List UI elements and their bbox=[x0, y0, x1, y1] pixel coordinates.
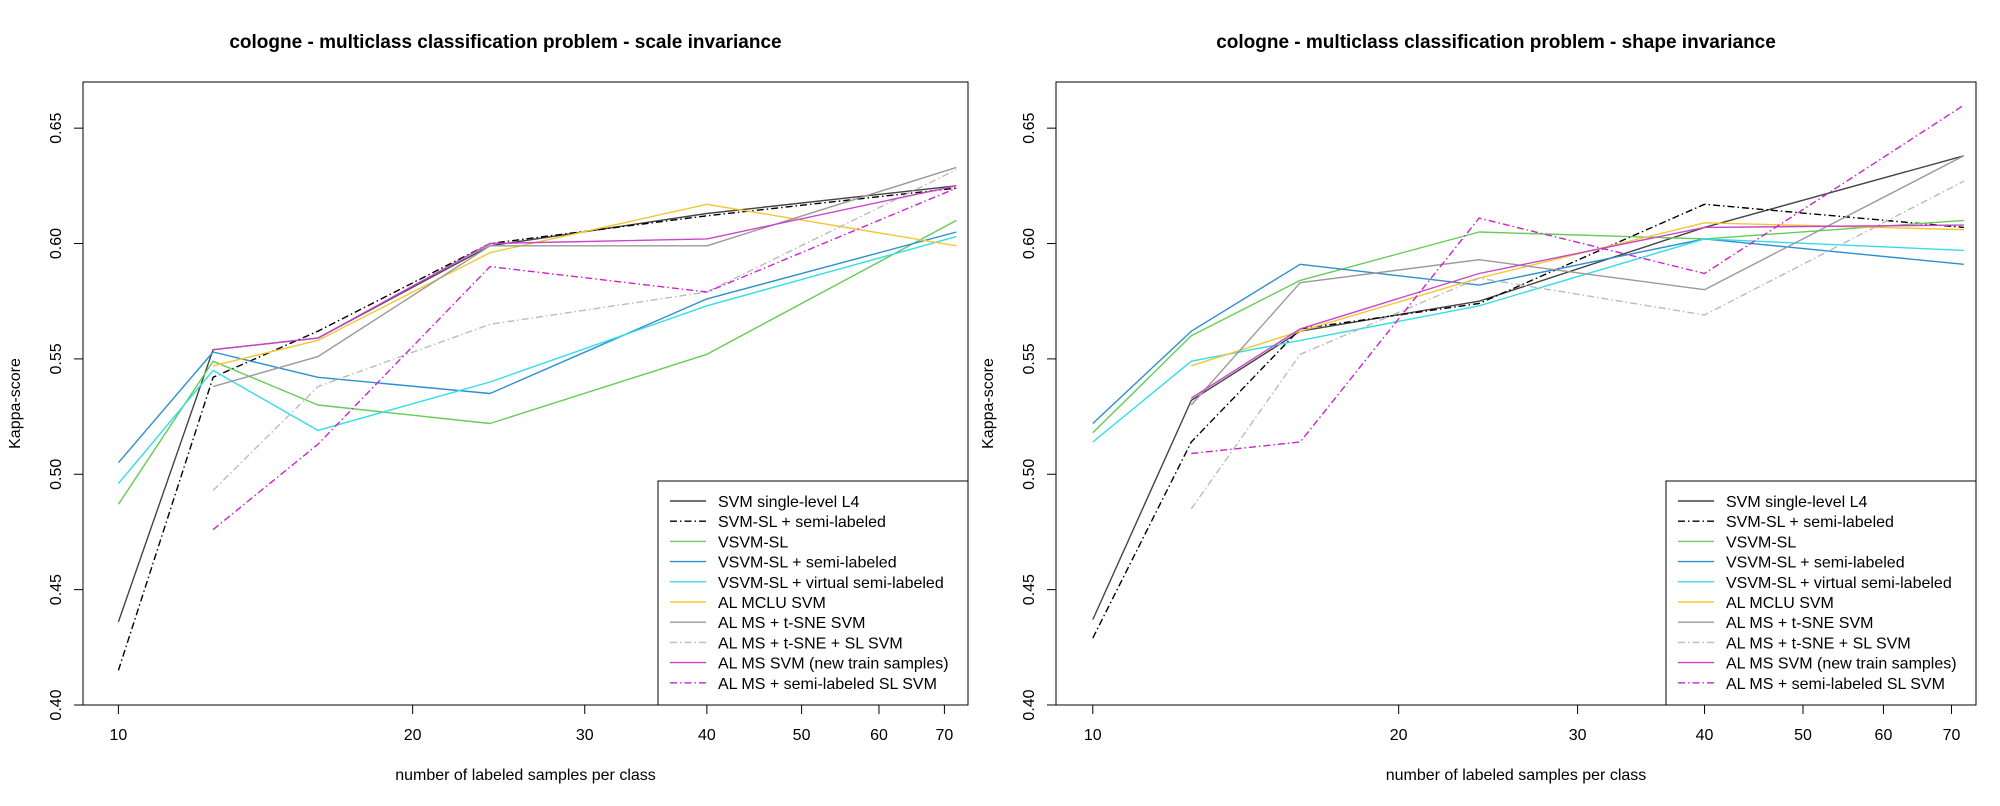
series-line-9 bbox=[1190, 224, 1964, 399]
legend-entry: VSVM-SL + virtual semi-labeled bbox=[718, 575, 944, 592]
series-line-7 bbox=[212, 166, 957, 388]
y-tick-label: 0.65 bbox=[48, 112, 65, 143]
series-group bbox=[1092, 104, 1965, 639]
legend-entry: AL MS SVM (new train samples) bbox=[1726, 656, 1957, 673]
y-tick-label: 0.55 bbox=[1021, 343, 1038, 374]
plot-frame bbox=[82, 81, 969, 706]
series-line-3 bbox=[117, 219, 957, 505]
legend: SVM single-level L4 SVM-SL + semi-labeled… bbox=[1665, 480, 1977, 706]
x-tick-label: 10 bbox=[1084, 727, 1102, 744]
legend-entry: VSVM-SL bbox=[718, 534, 788, 551]
x-tick-label: 60 bbox=[1875, 727, 1893, 744]
y-axis-label: Kappa-score bbox=[980, 358, 997, 449]
legend-entry: VSVM-SL bbox=[1726, 534, 1796, 551]
x-tick-label: 20 bbox=[1390, 727, 1408, 744]
series-line-5 bbox=[117, 235, 957, 484]
legend-entry: SVM-SL + semi-labeled bbox=[718, 514, 886, 531]
y-tick-label: 0.45 bbox=[48, 574, 65, 605]
y-tick-label: 0.65 bbox=[1021, 112, 1038, 143]
chart-panel-2: cologne - multiclass classification prob… bbox=[980, 32, 1977, 784]
y-tick-label: 0.60 bbox=[1021, 228, 1038, 259]
legend-entry: AL MCLU SVM bbox=[718, 595, 826, 612]
legend-entry: AL MCLU SVM bbox=[1726, 595, 1834, 612]
legend-entry: VSVM-SL + virtual semi-labeled bbox=[1726, 575, 1952, 592]
series-line-10 bbox=[1191, 104, 1965, 455]
legend-entry: AL MS + t-SNE SVM bbox=[718, 615, 865, 632]
legend-entry: AL MS + semi-labeled SL SVM bbox=[1726, 676, 1945, 693]
series-line-9 bbox=[213, 185, 957, 351]
x-tick-label: 50 bbox=[793, 727, 811, 744]
chart-panel-1: cologne - multiclass classification prob… bbox=[7, 32, 969, 784]
series-line-7 bbox=[1190, 155, 1965, 406]
x-axis-label: number of labeled samples per class bbox=[395, 767, 656, 784]
x-tick-label: 70 bbox=[1943, 727, 1961, 744]
series-line-4 bbox=[1092, 238, 1964, 425]
legend: SVM single-level L4 SVM-SL + semi-labeled… bbox=[657, 480, 969, 706]
y-tick-label: 0.55 bbox=[48, 343, 65, 374]
series-line-6 bbox=[212, 203, 957, 367]
series-line-10 bbox=[212, 187, 957, 531]
series-line-1 bbox=[117, 185, 957, 623]
chart-title: cologne - multiclass classification prob… bbox=[229, 32, 781, 53]
series-line-8 bbox=[1190, 180, 1965, 510]
x-axis-label: number of labeled samples per class bbox=[1386, 767, 1647, 784]
x-tick-label: 70 bbox=[936, 727, 954, 744]
legend-entry: AL MS + t-SNE + SL SVM bbox=[1726, 635, 1911, 652]
x-tick-label: 40 bbox=[1696, 727, 1714, 744]
legend-entry: SVM-SL + semi-labeled bbox=[1726, 514, 1894, 531]
y-tick-label: 0.50 bbox=[48, 459, 65, 490]
legend-entry: AL MS + t-SNE SVM bbox=[1726, 615, 1873, 632]
plot-frame bbox=[1055, 81, 1977, 706]
x-tick-label: 20 bbox=[404, 727, 422, 744]
y-tick-label: 0.50 bbox=[1021, 459, 1038, 490]
legend-box bbox=[1665, 480, 1977, 706]
x-tick-label: 60 bbox=[870, 727, 888, 744]
x-tick-label: 10 bbox=[109, 727, 127, 744]
series-line-3 bbox=[1092, 219, 1964, 434]
y-tick-label: 0.45 bbox=[1021, 574, 1038, 605]
x-tick-label: 50 bbox=[1794, 727, 1812, 744]
x-tick-label: 30 bbox=[1569, 727, 1587, 744]
y-tick-label: 0.40 bbox=[1021, 689, 1038, 720]
legend-entry: SVM single-level L4 bbox=[1726, 494, 1868, 511]
legend-entry: SVM single-level L4 bbox=[718, 494, 860, 511]
legend-entry: AL MS + t-SNE + SL SVM bbox=[718, 635, 903, 652]
series-group bbox=[117, 166, 957, 671]
legend-entry: AL MS + semi-labeled SL SVM bbox=[718, 676, 937, 693]
series-line-8 bbox=[212, 169, 957, 491]
legend-entry: VSVM-SL + semi-labeled bbox=[1726, 555, 1905, 572]
legend-box bbox=[657, 480, 969, 706]
x-tick-label: 30 bbox=[576, 727, 594, 744]
legend-entry: VSVM-SL + semi-labeled bbox=[718, 555, 897, 572]
chart-title: cologne - multiclass classification prob… bbox=[1216, 32, 1776, 53]
series-line-4 bbox=[117, 231, 957, 464]
x-tick-label: 40 bbox=[698, 727, 716, 744]
y-tick-label: 0.60 bbox=[48, 228, 65, 259]
y-tick-label: 0.40 bbox=[48, 689, 65, 720]
series-line-5 bbox=[1092, 238, 1964, 443]
legend-entry: AL MS SVM (new train samples) bbox=[718, 656, 949, 673]
y-axis-label: Kappa-score bbox=[7, 358, 24, 449]
